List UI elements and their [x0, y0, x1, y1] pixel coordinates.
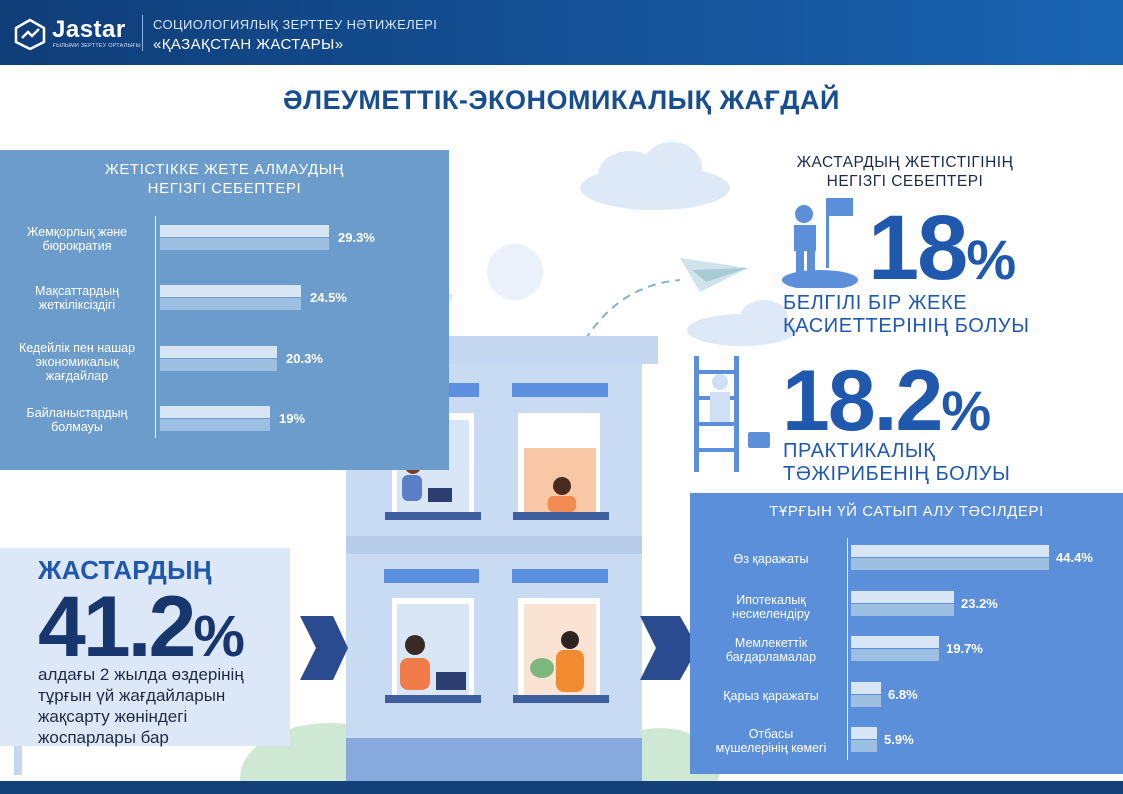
housing-plans-panel: [0, 548, 290, 746]
header-bar: [0, 0, 1123, 65]
bar-value-label: 23.2%: [961, 596, 998, 611]
header-divider: [142, 15, 143, 51]
success-stat-2-label: ПРАКТИКАЛЫҚ ТӘЖІРИБЕНІҢ БОЛУЫ: [783, 440, 1011, 485]
window: [384, 569, 481, 703]
cloud-icon: [403, 142, 797, 346]
bar-segment-top: [160, 406, 270, 418]
bar-value-label: 20.3%: [286, 351, 323, 366]
bar-segment-top: [160, 285, 301, 297]
bar-segment-top: [851, 682, 881, 694]
bar-value-label: 19%: [279, 411, 306, 426]
arrow-left-icon: [300, 616, 348, 680]
bar-segment-bottom: [851, 695, 881, 707]
bar-segment-bottom: [851, 740, 877, 752]
bar-segment-top: [851, 636, 939, 648]
success-stat-2-value: 18.2%: [782, 353, 991, 449]
failure-bar-label: Жемқорлық және бюрократия: [26, 225, 128, 253]
flight-path: [584, 279, 681, 341]
logo-subtitle: ҒЫЛЫМИ ЗЕРТТЕУ ОРТАЛЫҒЫ: [53, 43, 141, 49]
achievement-person-icon: [782, 198, 858, 288]
housing-methods-title: ТҰРҒЫН ҮЙ САТЫП АЛУ ТӘСІЛДЕРІ: [769, 503, 1044, 520]
window: [512, 569, 609, 703]
failure-bar-label: Кедейлік пен нашар экономикалық жағдайлар: [18, 341, 136, 383]
housing-bar-label: Мемлекеттік бағдарламалар: [725, 636, 817, 664]
page-title: ӘЛЕУМЕТТІК-ЭКОНОМИКАЛЫҚ ЖАҒДАЙ: [283, 85, 840, 115]
bar-segment-bottom: [160, 359, 277, 371]
footer-bar: [0, 781, 1123, 794]
paper-plane-icon: [680, 258, 748, 292]
housing-plans-value: 41.2%: [38, 579, 245, 675]
failure-reasons-title: ЖЕТІСТІККЕ ЖЕТЕ АЛМАУДЫҢ НЕГІЗГІ СЕБЕПТЕ…: [104, 161, 345, 197]
housing-bar-label: Өз қаражаты: [733, 552, 809, 566]
bar-segment-bottom: [851, 649, 939, 661]
arrow-right-icon: [640, 616, 698, 680]
failure-bar-label: Мақсаттардың жеткіліксіздігі: [34, 284, 119, 312]
bar-value-label: 29.3%: [338, 230, 375, 245]
bar-segment-top: [160, 346, 277, 358]
sun-icon: [487, 244, 543, 300]
ladder-climber-icon: [694, 356, 770, 472]
housing-bar-label: Отбасы мүшелерінің көмегі: [715, 727, 827, 755]
bar-segment-bottom: [160, 419, 270, 431]
housing-plans-heading: ЖАСТАРДЫҢ: [38, 555, 212, 585]
bar-value-label: 24.5%: [310, 290, 347, 305]
housing-chart-axis: [847, 538, 848, 760]
bar-segment-top: [851, 727, 877, 739]
bar-value-label: 5.9%: [884, 732, 914, 747]
bar-value-label: 44.4%: [1056, 550, 1093, 565]
bar-segment-top: [851, 545, 1049, 557]
jastar-logo-icon: [14, 18, 46, 50]
housing-methods-panel: [690, 493, 1123, 774]
failure-chart-axis: [155, 216, 156, 438]
bar-segment-bottom: [851, 558, 1049, 570]
housing-bar-label: Қарыз қаражаты: [723, 689, 819, 703]
header-line-2: «ҚАЗАҚСТАН ЖАСТАРЫ»: [153, 36, 344, 53]
failure-bar-label: Байланыстардың болмауы: [26, 406, 128, 434]
bar-segment-bottom: [160, 298, 301, 310]
window: [512, 383, 609, 520]
header-line-1: СОЦИОЛОГИЯЛЫҚ ЗЕРТТЕУ НӘТИЖЕЛЕРІ: [153, 17, 438, 32]
logo-text: Jastar: [52, 16, 126, 43]
success-stat-1-value: 18%: [868, 197, 1016, 299]
bar-value-label: 19.7%: [946, 641, 983, 656]
bar-segment-top: [851, 591, 954, 603]
bar-segment-bottom: [851, 604, 954, 616]
housing-plans-description: алдағы 2 жылда өздерінің тұрғын үй жағдай…: [38, 665, 244, 747]
bar-segment-top: [160, 225, 329, 237]
success-reasons-title: ЖАСТАРДЫҢ ЖЕТІСТІГІНІҢ НЕГІЗГІ СЕБЕПТЕРІ: [796, 154, 1014, 190]
bar-value-label: 6.8%: [888, 687, 918, 702]
housing-bar-label: Ипотекалық несиелендіру: [732, 593, 810, 621]
success-stat-1-label: БЕЛГІЛІ БІР ЖЕКЕ ҚАСИЕТТЕРІНІҢ БОЛУЫ: [783, 292, 1030, 337]
bar-segment-bottom: [160, 238, 329, 250]
